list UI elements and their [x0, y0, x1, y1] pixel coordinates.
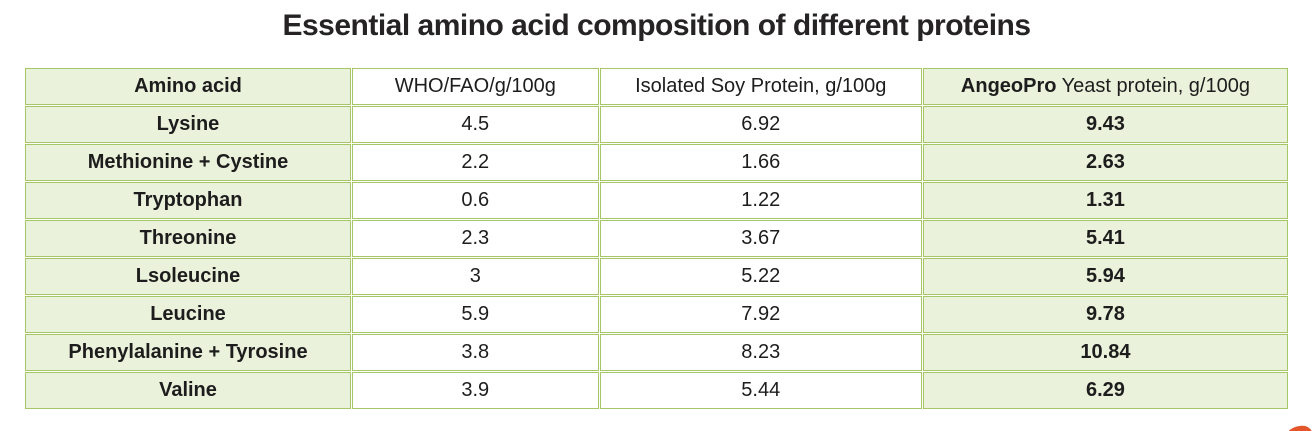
angeopro-cell: 5.94 — [922, 258, 1288, 295]
angeopro-cell: 5.41 — [922, 220, 1288, 257]
who-fao-cell: 3 — [351, 258, 599, 295]
table-row-lysine: Lysine 4.5 6.92 9.43 — [25, 106, 1288, 143]
header-amino-acid: Amino acid — [25, 68, 351, 105]
angeopro-cell: 2.63 — [922, 144, 1288, 181]
amino-acid-cell: Lysine — [25, 106, 351, 143]
angeopro-cell: 1.31 — [922, 182, 1288, 219]
who-fao-cell: 0.6 — [351, 182, 599, 219]
soy-cell: 7.92 — [599, 296, 922, 333]
who-fao-cell: 3.8 — [351, 334, 599, 371]
table-row-methionine-cystine: Methionine + Cystine 2.2 1.66 2.63 — [25, 144, 1288, 181]
who-fao-cell: 2.3 — [351, 220, 599, 257]
who-fao-cell: 3.9 — [351, 372, 599, 409]
orange-swoosh-decoration — [1285, 424, 1313, 431]
angeopro-cell: 6.29 — [922, 372, 1288, 409]
angeopro-rest-label: Yeast protein, g/100g — [1056, 75, 1250, 97]
amino-acid-cell: Lsoleucine — [25, 258, 351, 295]
soy-cell: 8.23 — [599, 334, 922, 371]
header-who-fao: WHO/FAO/g/100g — [351, 68, 599, 105]
table-row-valine: Valine 3.9 5.44 6.29 — [25, 372, 1288, 409]
amino-acid-cell: Methionine + Cystine — [25, 144, 351, 181]
table-row-leucine: Leucine 5.9 7.92 9.78 — [25, 296, 1288, 333]
soy-cell: 3.67 — [599, 220, 922, 257]
angeopro-cell: 9.43 — [922, 106, 1288, 143]
amino-acid-cell: Leucine — [25, 296, 351, 333]
soy-cell: 5.22 — [599, 258, 922, 295]
header-row: Amino acid WHO/FAO/g/100g Isolated Soy P… — [25, 68, 1288, 105]
angeopro-brand-label: AngeoPro — [960, 75, 1057, 97]
table-header: Amino acid WHO/FAO/g/100g Isolated Soy P… — [25, 68, 1288, 105]
amino-acid-table: Amino acid WHO/FAO/g/100g Isolated Soy P… — [24, 67, 1289, 410]
who-fao-cell: 4.5 — [351, 106, 599, 143]
soy-cell: 1.66 — [599, 144, 922, 181]
soy-cell: 1.22 — [599, 182, 922, 219]
header-angeopro: AngeoPro Yeast protein, g/100g — [922, 68, 1288, 105]
who-fao-cell: 5.9 — [351, 296, 599, 333]
amino-acid-cell: Threonine — [25, 220, 351, 257]
table-row-phenylalanine-tyrosine: Phenylalanine + Tyrosine 3.8 8.23 10.84 — [25, 334, 1288, 371]
table-row-tryptophan: Tryptophan 0.6 1.22 1.31 — [25, 182, 1288, 219]
header-soy-protein: Isolated Soy Protein, g/100g — [599, 68, 922, 105]
who-fao-cell: 2.2 — [351, 144, 599, 181]
angeopro-cell: 9.78 — [922, 296, 1288, 333]
soy-cell: 6.92 — [599, 106, 922, 143]
table-row-threonine: Threonine 2.3 3.67 5.41 — [25, 220, 1288, 257]
table-row-lsoleucine: Lsoleucine 3 5.22 5.94 — [25, 258, 1288, 295]
amino-acid-cell: Valine — [25, 372, 351, 409]
soy-cell: 5.44 — [599, 372, 922, 409]
amino-acid-cell: Tryptophan — [25, 182, 351, 219]
angeopro-cell: 10.84 — [922, 334, 1288, 371]
amino-acid-cell: Phenylalanine + Tyrosine — [25, 334, 351, 371]
table-body: Lysine 4.5 6.92 9.43 Methionine + Cystin… — [25, 106, 1288, 409]
page-title: Essential amino acid composition of diff… — [282, 9, 1031, 42]
